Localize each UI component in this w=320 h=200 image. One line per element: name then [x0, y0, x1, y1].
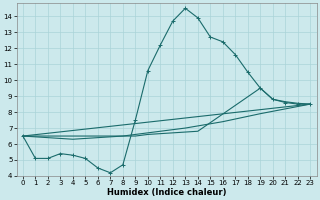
X-axis label: Humidex (Indice chaleur): Humidex (Indice chaleur) — [107, 188, 226, 197]
